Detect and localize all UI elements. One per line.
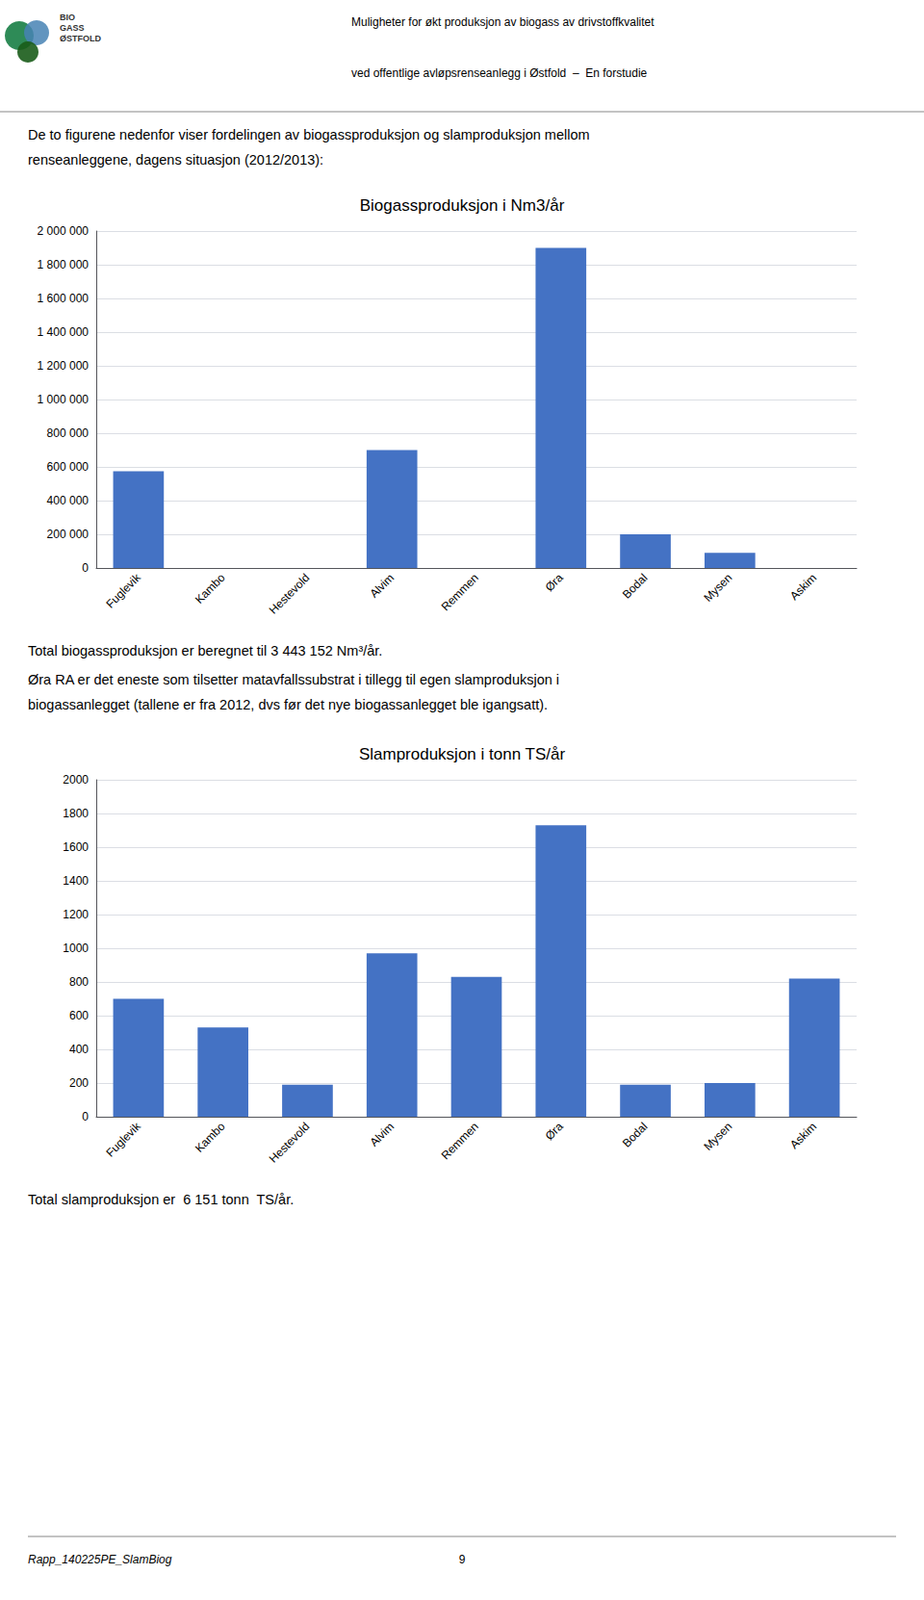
svg-text:biogassanlegget (tallene er fr: biogassanlegget (tallene er fra 2012, dv… — [27, 696, 548, 713]
svg-text:200 000: 200 000 — [47, 527, 90, 541]
svg-text:1 000 000: 1 000 000 — [37, 392, 90, 407]
svg-text:Biogassproduksjon i Nm3/år: Biogassproduksjon i Nm3/år — [359, 196, 565, 215]
svg-text:Hestevold: Hestevold — [266, 1119, 313, 1166]
svg-text:400: 400 — [69, 1042, 89, 1056]
svg-text:600 000: 600 000 — [47, 460, 90, 474]
svg-text:Bodal: Bodal — [619, 1119, 651, 1151]
svg-text:ved offentlige avløpsrenseanle: ved offentlige avløpsrenseanlegg i Østfo… — [351, 66, 648, 80]
svg-text:Øra RA er det eneste som tilse: Øra RA er det eneste som tilsetter matav… — [27, 671, 560, 688]
svg-text:Kambo: Kambo — [192, 1119, 229, 1155]
svg-text:200: 200 — [69, 1076, 89, 1090]
svg-text:Rapp_140225PE_SlamBiog: Rapp_140225PE_SlamBiog — [27, 1552, 173, 1566]
svg-text:Øra: Øra — [542, 1119, 566, 1143]
svg-text:800 000: 800 000 — [47, 426, 90, 440]
svg-text:0: 0 — [81, 561, 89, 575]
svg-text:BIO: BIO — [59, 12, 76, 23]
svg-text:Fuglevik: Fuglevik — [102, 1118, 144, 1159]
svg-text:Remmen: Remmen — [438, 570, 482, 614]
svg-text:Fuglevik: Fuglevik — [102, 569, 144, 611]
svg-text:Muligheter for økt produksjon: Muligheter for økt produksjon av biogass… — [351, 15, 655, 29]
svg-text:1400: 1400 — [62, 873, 89, 888]
svg-text:Bodal: Bodal — [619, 570, 651, 602]
svg-text:ØSTFOLD: ØSTFOLD — [59, 33, 102, 44]
svg-text:renseanleggene, dagens situasj: renseanleggene, dagens situasjon (2012/2… — [27, 152, 324, 168]
svg-text:Øra: Øra — [542, 570, 566, 594]
svg-text:Remmen: Remmen — [438, 1119, 482, 1162]
svg-text:De to figurene nedenfor viser: De to figurene nedenfor viser fordelinge… — [27, 127, 591, 143]
svg-text:1 800 000: 1 800 000 — [37, 257, 90, 272]
svg-text:Slamproduksjon i tonn TS/år: Slamproduksjon i tonn TS/år — [359, 744, 566, 764]
svg-text:1800: 1800 — [62, 806, 89, 821]
svg-text:1600: 1600 — [62, 840, 89, 854]
svg-text:Kambo: Kambo — [192, 570, 229, 607]
svg-text:9: 9 — [459, 1552, 466, 1566]
svg-text:400 000: 400 000 — [47, 493, 90, 508]
svg-text:Askim: Askim — [787, 1119, 820, 1152]
svg-text:Total biogassproduksjon er ber: Total biogassproduksjon er beregnet til … — [27, 642, 383, 659]
svg-text:Total slamproduksjon er 6 151: Total slamproduksjon er 6 151 tonn TS/år… — [27, 1191, 294, 1207]
svg-text:0: 0 — [81, 1109, 89, 1124]
svg-text:GASS: GASS — [59, 23, 85, 33]
svg-text:2 000 000: 2 000 000 — [37, 224, 90, 238]
svg-text:600: 600 — [69, 1008, 89, 1023]
svg-text:Askim: Askim — [787, 570, 820, 603]
svg-text:800: 800 — [69, 975, 89, 989]
svg-text:Mysen: Mysen — [700, 570, 735, 605]
svg-text:1 200 000: 1 200 000 — [37, 359, 90, 373]
svg-text:1 600 000: 1 600 000 — [37, 291, 90, 306]
svg-text:Alvim: Alvim — [367, 570, 398, 601]
svg-text:Hestevold: Hestevold — [266, 570, 313, 617]
svg-text:1000: 1000 — [62, 941, 89, 955]
svg-text:1 400 000: 1 400 000 — [37, 325, 90, 339]
svg-text:1200: 1200 — [62, 907, 89, 922]
svg-text:Alvim: Alvim — [367, 1119, 398, 1150]
svg-text:2000: 2000 — [62, 772, 89, 787]
svg-text:Mysen: Mysen — [700, 1119, 735, 1154]
